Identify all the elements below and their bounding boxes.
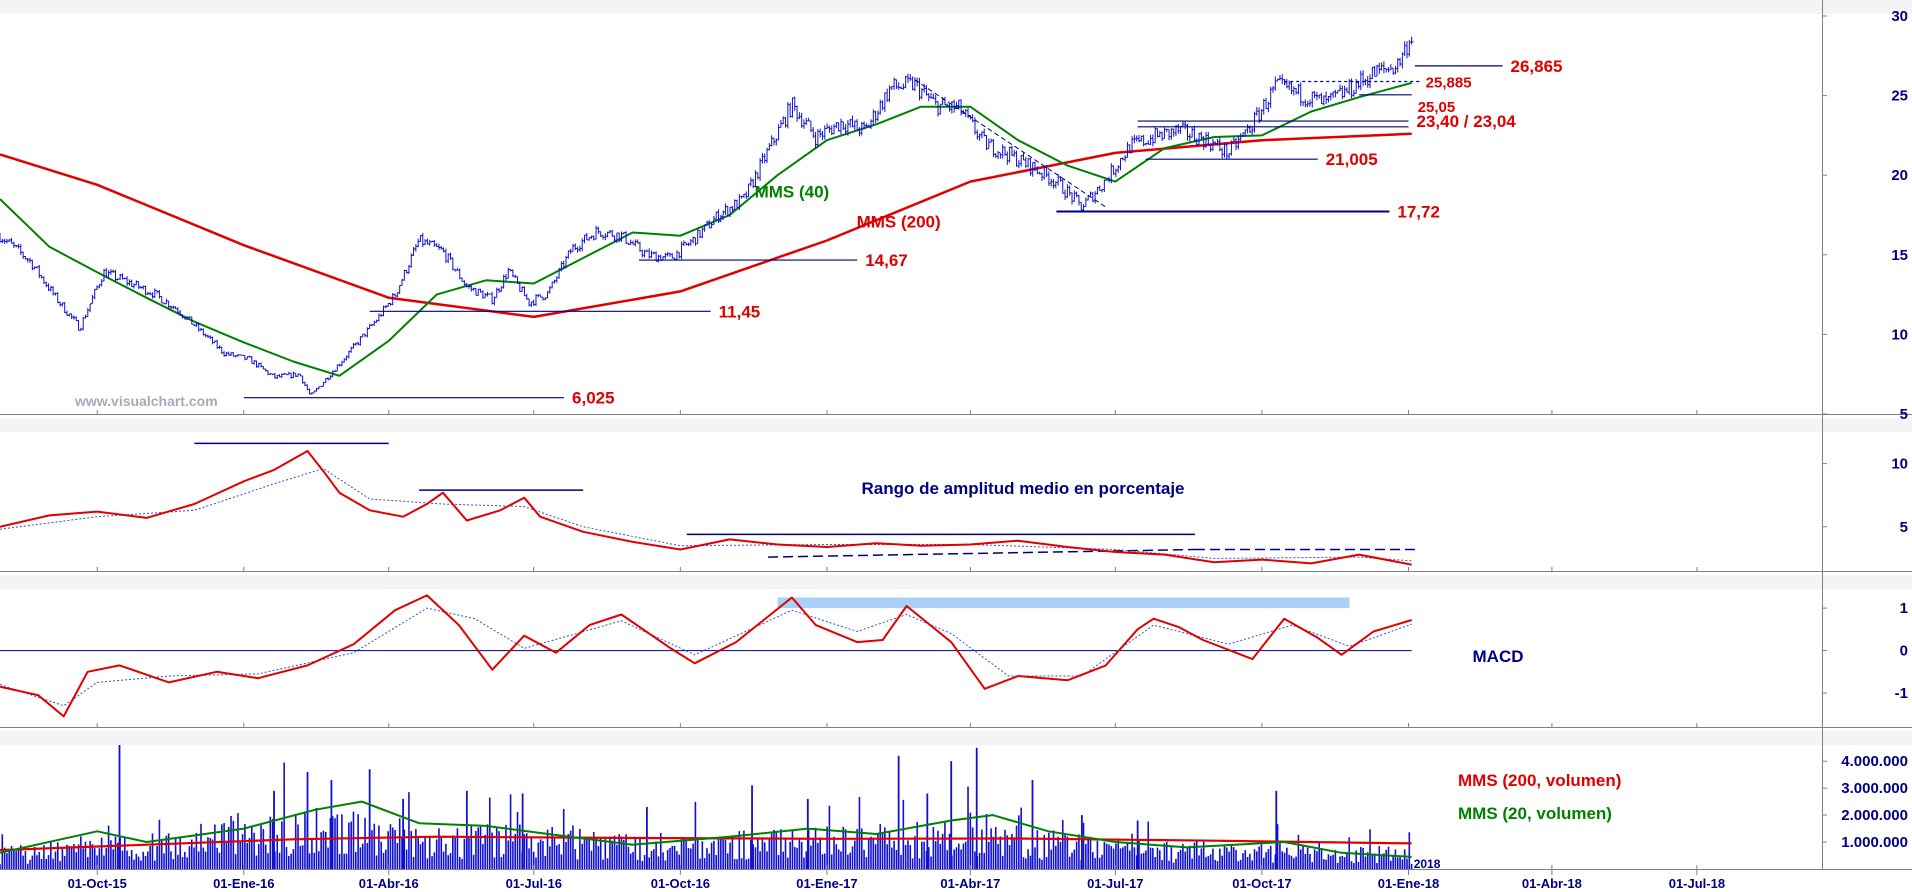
- x-tick-label: 01-Abr-18: [1522, 876, 1582, 891]
- x-tick-label: 01-Ene-16: [213, 876, 274, 891]
- x-tick-label: 01-Ene-18: [1378, 876, 1439, 891]
- x-tick-label: 01-Jul-18: [1669, 876, 1725, 891]
- price-level-label: 6,025: [572, 389, 615, 408]
- y-tick-label: 2.000.000: [1841, 807, 1908, 824]
- macd-title: MACD: [1473, 647, 1524, 666]
- price-level-label: 17,72: [1397, 202, 1440, 221]
- series-line-macd: [0, 594, 1412, 718]
- volume-legend-entry: MMS (20, volumen): [1458, 804, 1612, 823]
- y-tick-label: 10: [1891, 456, 1908, 473]
- x-tick-label: 01-Ene-17: [796, 876, 857, 891]
- y-tick-label: 15: [1891, 247, 1908, 264]
- trendline: [914, 79, 1107, 208]
- atr-title: Rango de amplitud medio en porcentaje: [861, 479, 1184, 498]
- y-tick-label: 20: [1891, 167, 1908, 184]
- series-line-vol-mms20: [0, 800, 1412, 858]
- panel-title-bar: [0, 731, 1912, 745]
- price-level-label: 14,67: [865, 251, 908, 270]
- y-tick-label: 3.000.000: [1841, 780, 1908, 797]
- y-tick-label: 10: [1891, 326, 1908, 343]
- y-tick-label: 4.000.000: [1841, 753, 1908, 770]
- y-tick-label: -1: [1895, 685, 1908, 702]
- volume-legend-entry: MMS (200, volumen): [1458, 771, 1621, 790]
- y-tick-label: 0: [1900, 643, 1908, 660]
- series-line-atr-media: [0, 468, 1412, 562]
- x-tick-label: 01-Jul-17: [1087, 876, 1143, 891]
- x-tick-label: 01-Oct-16: [651, 876, 710, 891]
- price-level-label: 26,865: [1511, 57, 1563, 76]
- price-level-label: 25,885: [1426, 75, 1472, 92]
- price-level-label: 21,005: [1326, 150, 1378, 169]
- x-tick-label: 01-Abr-16: [359, 876, 419, 891]
- panel-title-bar: [0, 575, 1912, 589]
- series-line-vol-mms200: [0, 835, 1412, 852]
- x-tick-label: 01-Oct-15: [68, 876, 127, 891]
- x-last-marker: 2018: [1414, 857, 1441, 871]
- volume-bars: [0, 745, 1413, 869]
- x-tick-label: 01-Jul-16: [506, 876, 562, 891]
- y-tick-label: 1: [1900, 600, 1908, 617]
- title-bar: [0, 0, 1912, 14]
- y-tick-label: 1.000.000: [1841, 834, 1908, 851]
- series-annotation: MMS (40): [755, 182, 830, 201]
- x-tick-label: 01-Abr-17: [940, 876, 1000, 891]
- price-level-label: 25,05: [1418, 99, 1456, 116]
- y-tick-label: 5: [1900, 406, 1908, 423]
- y-tick-label: 5: [1900, 519, 1908, 536]
- series-annotation: MMS (200): [857, 213, 941, 232]
- x-tick-label: 01-Oct-17: [1232, 876, 1291, 891]
- panel-title-bar: [0, 418, 1912, 432]
- price-level-label: 11,45: [719, 302, 761, 321]
- atr-level-line: [767, 548, 1196, 558]
- y-tick-label: 30: [1891, 8, 1908, 25]
- price-level-label: 23,40 / 23,04: [1417, 112, 1517, 131]
- macd-band: [777, 597, 1350, 609]
- series-line-atr: [0, 450, 1412, 566]
- y-tick-label: 25: [1891, 88, 1908, 105]
- watermark: www.visualchart.com: [74, 393, 218, 409]
- price-bars: [0, 36, 1414, 395]
